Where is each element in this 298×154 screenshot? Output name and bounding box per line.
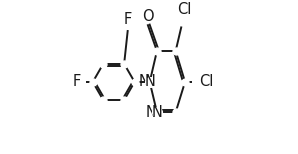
Text: F: F [73,75,81,89]
Text: N: N [145,105,156,120]
Text: N: N [144,75,155,89]
Text: O: O [142,9,153,24]
Text: Cl: Cl [177,2,192,17]
Text: Cl: Cl [199,75,214,89]
Text: N: N [138,75,149,89]
Text: F: F [124,12,132,27]
Text: N: N [151,105,162,120]
